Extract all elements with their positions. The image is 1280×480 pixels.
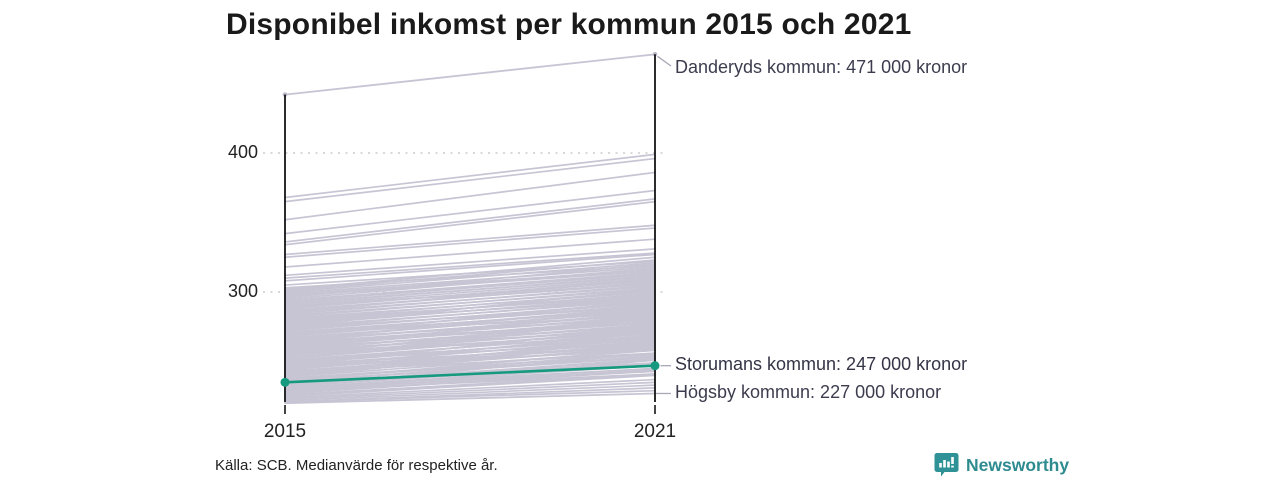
y-tick-300: 300 <box>227 281 258 301</box>
annotation-danderyd: Danderyds kommun: 471 000 kronor <box>675 57 968 77</box>
y-tick-400: 400 <box>227 142 258 162</box>
newsworthy-icon <box>934 452 959 478</box>
x-label-2021: 2021 <box>633 421 677 442</box>
annotation-storuman: Storumans kommun: 247 000 kronor <box>675 354 968 374</box>
x-label-2015: 2015 <box>263 421 307 442</box>
brand-logo: Newsworthy <box>934 452 1069 478</box>
page-title: Disponibel inkomst per kommun 2015 och 2… <box>226 8 912 41</box>
brand-name: Newsworthy <box>966 454 1070 475</box>
annotation-hogsby: Högsby kommun: 227 000 kronor <box>675 382 942 402</box>
source-note: Källa: SCB. Medianvärde för respektive å… <box>215 457 498 474</box>
